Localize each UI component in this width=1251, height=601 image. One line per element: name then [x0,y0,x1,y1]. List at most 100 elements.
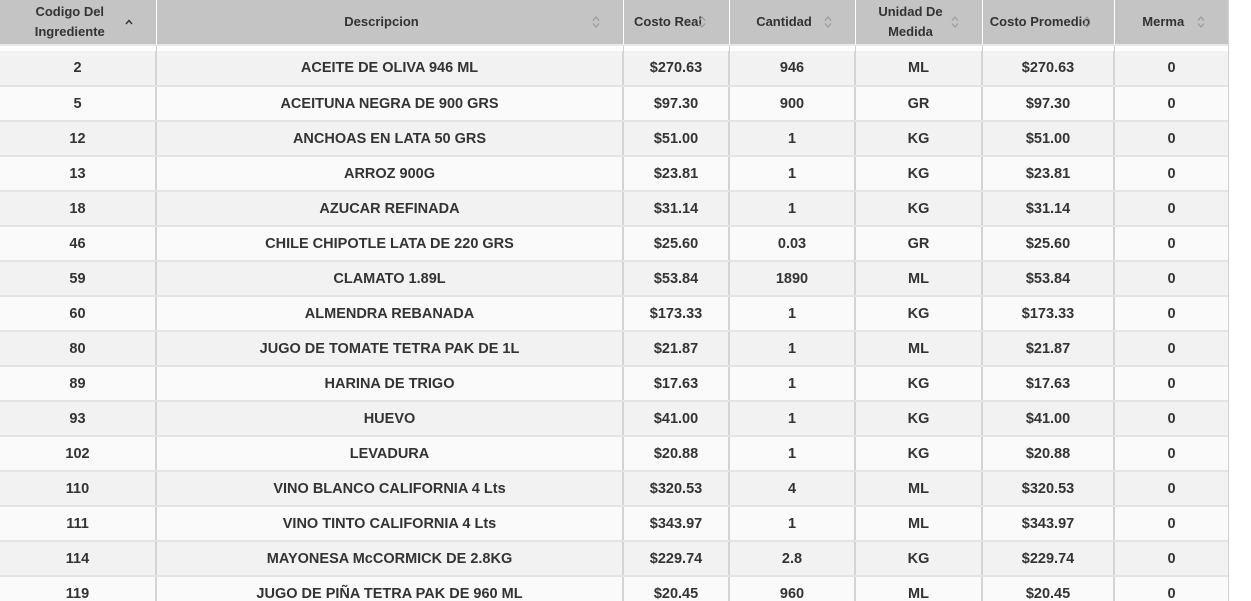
code-cell: 59 [0,261,156,297]
quantity-cell: 946 [728,51,855,87]
unit-cell: ML [854,51,982,87]
quantity-cell: 4 [728,471,855,507]
waste-cell: 0 [1113,576,1228,601]
description-cell: ALMENDRA REBANADA [155,296,623,332]
code-cell: 46 [0,226,156,262]
column-header-code[interactable]: Codigo Del Ingrediente [0,0,156,46]
unit-cell: KG [854,121,982,157]
average-cost-cell: $270.63 [981,51,1114,87]
quantity-cell: 960 [728,576,855,601]
average-cost-cell: $21.87 [981,331,1114,367]
code-cell: 119 [0,576,156,601]
waste-cell: 0 [1113,296,1228,332]
table-row[interactable]: 60 ALMENDRA REBANADA $173.33 1 KG $173.33 0 [0,296,1228,332]
code-cell: 18 [0,191,156,227]
table-row[interactable]: 111 VINO TINTO CALIFORNIA 4 Lts $343.97 1 ML… [0,506,1228,542]
description-cell: ANCHOAS EN LATA 50 GRS [155,121,623,157]
waste-cell: 0 [1113,51,1228,87]
column-header-label: Unidad De Medida [878,4,943,39]
table-row[interactable]: 119 JUGO DE PIÑA TETRA PAK DE 960 ML $20.4… [0,576,1228,601]
unit-cell: GR [854,226,982,262]
waste-cell: 0 [1113,121,1228,157]
table-body: 2 ACEITE DE OLIVA 946 ML $270.63 946 ML $270.… [0,45,1228,601]
code-cell: 89 [0,366,156,402]
column-header-waste[interactable]: Merma [1113,0,1228,46]
quantity-cell: 1 [728,506,855,542]
code-cell: 12 [0,121,156,157]
table-row[interactable]: 2 ACEITE DE OLIVA 946 ML $270.63 946 ML $270.… [0,51,1228,87]
average-cost-cell: $51.00 [981,121,1114,157]
real-cost-cell: $20.45 [622,576,729,601]
scrollbar-track[interactable] [1229,0,1251,601]
average-cost-cell: $25.60 [981,226,1114,262]
table-row[interactable]: 102 LEVADURA $20.88 1 KG $20.88 0 [0,436,1228,472]
description-cell: MAYONESA McCORMICK DE 2.8KG [155,541,623,577]
description-cell: AZUCAR REFINADA [155,191,623,227]
table-row[interactable]: 13 ARROZ 900G $23.81 1 KG $23.81 0 [0,156,1228,192]
quantity-cell: 1 [728,191,855,227]
column-header-real-cost[interactable]: Costo Real [622,0,729,46]
column-header-label: Costo Promedio [989,14,1091,29]
real-cost-cell: $21.87 [622,331,729,367]
unit-cell: KG [854,296,982,332]
table-row[interactable]: 5 ACEITUNA NEGRA DE 900 GRS $97.30 900 GR $97… [0,86,1228,122]
real-cost-cell: $270.63 [622,51,729,87]
column-header-average-cost[interactable]: Costo Promedio [981,0,1114,46]
average-cost-cell: $20.45 [981,576,1114,601]
waste-cell: 0 [1113,191,1228,227]
real-cost-cell: $173.33 [622,296,729,332]
unit-cell: ML [854,261,982,297]
column-header-description[interactable]: Descripcion [155,0,623,46]
column-header-quantity[interactable]: Cantidad [728,0,855,46]
table-row[interactable]: 46 CHILE CHIPOTLE LATA DE 220 GRS $25.60 0.… [0,226,1228,262]
unit-cell: KG [854,541,982,577]
unit-cell: KG [854,436,982,472]
unit-cell: ML [854,331,982,367]
description-cell: ACEITE DE OLIVA 946 ML [155,51,623,87]
sort-both-icon [1196,14,1206,30]
description-cell: JUGO DE PIÑA TETRA PAK DE 960 ML [155,576,623,601]
unit-cell: KG [854,366,982,402]
table-row[interactable]: 80 JUGO DE TOMATE TETRA PAK DE 1L $21.87 1 M… [0,331,1228,367]
table-row[interactable]: 12 ANCHOAS EN LATA 50 GRS $51.00 1 KG $51.00 0 [0,121,1228,157]
unit-cell: KG [854,156,982,192]
column-header-label: Costo Real [634,14,702,29]
waste-cell: 0 [1113,506,1228,542]
real-cost-cell: $320.53 [622,471,729,507]
average-cost-cell: $343.97 [981,506,1114,542]
code-cell: 93 [0,401,156,437]
real-cost-cell: $343.97 [622,506,729,542]
average-cost-cell: $229.74 [981,541,1114,577]
quantity-cell: 2.8 [728,541,855,577]
description-cell: VINO BLANCO CALIFORNIA 4 Lts [155,471,623,507]
code-cell: 13 [0,156,156,192]
waste-cell: 0 [1113,86,1228,122]
column-header-unit[interactable]: Unidad De Medida [854,0,982,46]
code-cell: 111 [0,506,156,542]
unit-cell: ML [854,506,982,542]
table-row[interactable]: 59 CLAMATO 1.89L $53.84 1890 ML $53.84 0 [0,261,1228,297]
table-row[interactable]: 114 MAYONESA McCORMICK DE 2.8KG $229.74 2.8… [0,541,1228,577]
code-cell: 110 [0,471,156,507]
sort-both-icon [1082,14,1092,30]
table-row[interactable]: 18 AZUCAR REFINADA $31.14 1 KG $31.14 0 [0,191,1228,227]
quantity-cell: 0.03 [728,226,855,262]
average-cost-cell: $41.00 [981,401,1114,437]
column-header-label: Codigo Del Ingrediente [34,4,105,39]
waste-cell: 0 [1113,156,1228,192]
real-cost-cell: $25.60 [622,226,729,262]
waste-cell: 0 [1113,436,1228,472]
table-row[interactable]: 110 VINO BLANCO CALIFORNIA 4 Lts $320.53 4 M… [0,471,1228,507]
waste-cell: 0 [1113,366,1228,402]
waste-cell: 0 [1113,401,1228,437]
average-cost-cell: $53.84 [981,261,1114,297]
average-cost-cell: $23.81 [981,156,1114,192]
average-cost-cell: $320.53 [981,471,1114,507]
code-cell: 60 [0,296,156,332]
sort-both-icon [697,14,707,30]
table-row[interactable]: 93 HUEVO $41.00 1 KG $41.00 0 [0,401,1228,437]
table-row[interactable]: 89 HARINA DE TRIGO $17.63 1 KG $17.63 0 [0,366,1228,402]
